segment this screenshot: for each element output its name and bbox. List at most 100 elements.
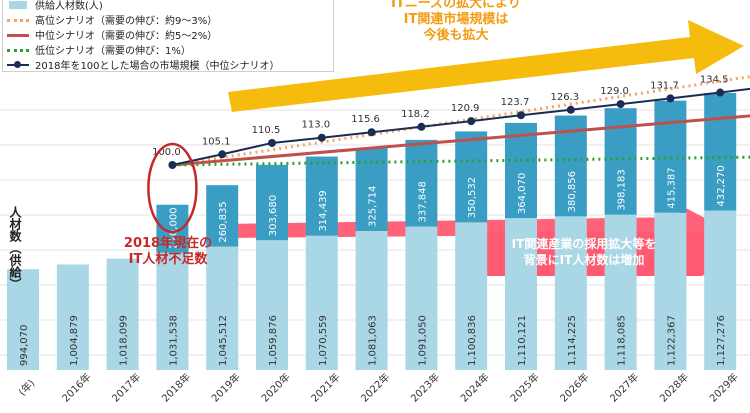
scenario-line-1 (172, 114, 750, 167)
index-label-6: 113.0 (301, 120, 330, 131)
supply-bar-14 (704, 210, 737, 370)
supply-label-4: 1,045,512 (218, 315, 229, 366)
supply-label-6: 1,070,559 (318, 315, 329, 366)
index-label-13: 131.7 (650, 80, 679, 91)
x-tick-3: 2018年 (159, 370, 193, 404)
supply-bar-9 (455, 222, 488, 370)
supply-label-13: 1,122,367 (666, 315, 677, 366)
index-label-12: 129.0 (600, 86, 629, 97)
index-marker-10 (517, 111, 525, 120)
x-tick-7: 2022年 (358, 370, 392, 404)
shortage-bar-5 (256, 164, 288, 241)
shortage-label-14: 432,270 (716, 165, 727, 206)
market-growth-line-1: ITニーズの拡大により (391, 0, 521, 11)
legend-item-low: 低位シナリオ（需要の伸び：1%） (3, 42, 333, 57)
shortage-label-11: 380,856 (567, 171, 578, 212)
supply-label-11: 1,114,225 (567, 315, 578, 366)
supply-bar-2 (106, 258, 139, 370)
x-tick-6: 2021年 (308, 370, 342, 404)
index-label-14: 134.5 (700, 75, 729, 86)
supply-bar-13 (654, 212, 687, 370)
legend-item-high: 高位シナリオ（需要の伸び：約9〜3%） (3, 12, 333, 27)
index-marker-4 (218, 150, 227, 159)
talent-growth-line-2: 背景にIT人材数は増加 (523, 253, 645, 267)
supply-bar-10 (505, 218, 537, 370)
index-marker-6 (317, 133, 326, 142)
supply-bar-12 (604, 214, 637, 370)
x-tick-12: 2027年 (607, 370, 641, 404)
annotation-shapes (147, 142, 198, 234)
supply-label-14: 1,127,276 (716, 315, 727, 366)
talent-growth-line-1: IT関連産業の採用拡大等を (511, 237, 657, 251)
x-axis: (年) 2016年 2017年 2018年 2019年 2020年 2021年 2022年 20… (16, 370, 741, 404)
x-tick-8: 2023年 (408, 370, 442, 404)
supply-bar-11 (554, 216, 587, 370)
shortage-label-13: 415,387 (666, 167, 677, 208)
supply-label-2: 1,018,099 (119, 315, 130, 366)
index-marker-12 (616, 100, 625, 109)
shortage-bar-10 (505, 122, 537, 219)
shortage-label-4: 260,835 (218, 201, 229, 242)
x-tick-2: 2017年 (109, 370, 143, 404)
index-label-3: 100.0 (152, 147, 181, 158)
x-tick-9: 2024年 (458, 370, 492, 404)
supply-label-8: 1,091,050 (417, 315, 428, 366)
x-tick-11: 2026年 (557, 370, 591, 404)
x-tick-0: (年) (16, 377, 38, 399)
shortage-label-3: 220,000 (168, 207, 179, 248)
legend-swatch-index (7, 60, 29, 70)
shortage-bar-9 (455, 131, 488, 223)
supply-label-12: 1,118,085 (617, 315, 628, 366)
top-arrow-layer (228, 20, 744, 112)
legend-item-index: 2018年を100とした場合の市場規模（中位シナリオ） (3, 57, 333, 72)
index-marker-5 (268, 138, 276, 147)
supply-bar-1 (56, 264, 89, 370)
scenario-lines (172, 75, 750, 167)
shortage-bar-4 (206, 185, 239, 247)
index-label-9: 120.9 (451, 103, 480, 114)
shortage-bar-14 (704, 92, 737, 211)
shortage-callout: 2018年現在の IT人材不足数 (102, 236, 234, 268)
shortage-circle (147, 142, 198, 234)
index-label-11: 126.3 (550, 92, 579, 103)
shortage-line-2: IT人材不足数 (128, 252, 208, 267)
index-label-8: 118.2 (401, 109, 430, 120)
x-tick-4: 2019年 (209, 370, 243, 404)
supply-bar-0 (7, 269, 39, 370)
index-marker-9 (467, 117, 476, 126)
shortage-label-8: 337,848 (417, 181, 428, 222)
legend-swatch-high (7, 15, 29, 25)
shortage-line-1: 2018年現在の (123, 236, 213, 251)
legend-label-index: 2018年を100とした場合の市場規模（中位シナリオ） (35, 61, 280, 72)
supply-label-3: 1,031,538 (168, 315, 179, 366)
shortage-bar-13 (654, 100, 687, 213)
supply-bar-5 (256, 240, 288, 370)
market-growth-callout: ITニーズの拡大により IT関連市場規模は 今後も拡大 (376, 0, 536, 44)
legend-label-mid: 中位シナリオ（需要の伸び：約5〜2%） (35, 31, 218, 42)
shortage-label-7: 325,714 (368, 186, 379, 227)
market-growth-line-3: 今後も拡大 (423, 28, 489, 43)
x-tick-10: 2025年 (507, 370, 541, 404)
legend-item-mid: 中位シナリオ（需要の伸び：約5〜2%） (3, 27, 333, 42)
index-marker-3 (168, 161, 177, 169)
legend: 供給人材数(人) 高位シナリオ（需要の伸び：約9〜3%） 中位シナリオ（需要の伸… (2, 0, 334, 72)
legend-label-low: 低位シナリオ（需要の伸び：1%） (35, 46, 191, 57)
shortage-label-6: 314,439 (318, 190, 329, 231)
shortage-label-9: 350,532 (467, 177, 478, 218)
bar-labels: 994,070 1,004,879 1,018,099 1,031,538 220,00… (19, 165, 727, 366)
index-label-4: 105.1 (202, 136, 231, 147)
supply-bar-7 (355, 230, 388, 370)
supply-bar-8 (405, 226, 438, 370)
supply-label-5: 1,059,876 (268, 315, 279, 366)
index-marker-14 (716, 88, 725, 97)
index-label-10: 123.7 (501, 97, 530, 108)
shortage-label-10: 364,070 (517, 173, 528, 214)
shortage-bar-6 (305, 156, 338, 236)
supply-bar-6 (305, 235, 338, 370)
legend-label-supply: 供給人材数(人) (35, 1, 103, 12)
index-marker-7 (367, 128, 376, 137)
talent-growth-callout: IT関連産業の採用拡大等を 背景にIT人材数は増加 (466, 236, 702, 268)
supply-label-10: 1,110,121 (517, 315, 528, 366)
market-growth-arrow (228, 20, 744, 112)
